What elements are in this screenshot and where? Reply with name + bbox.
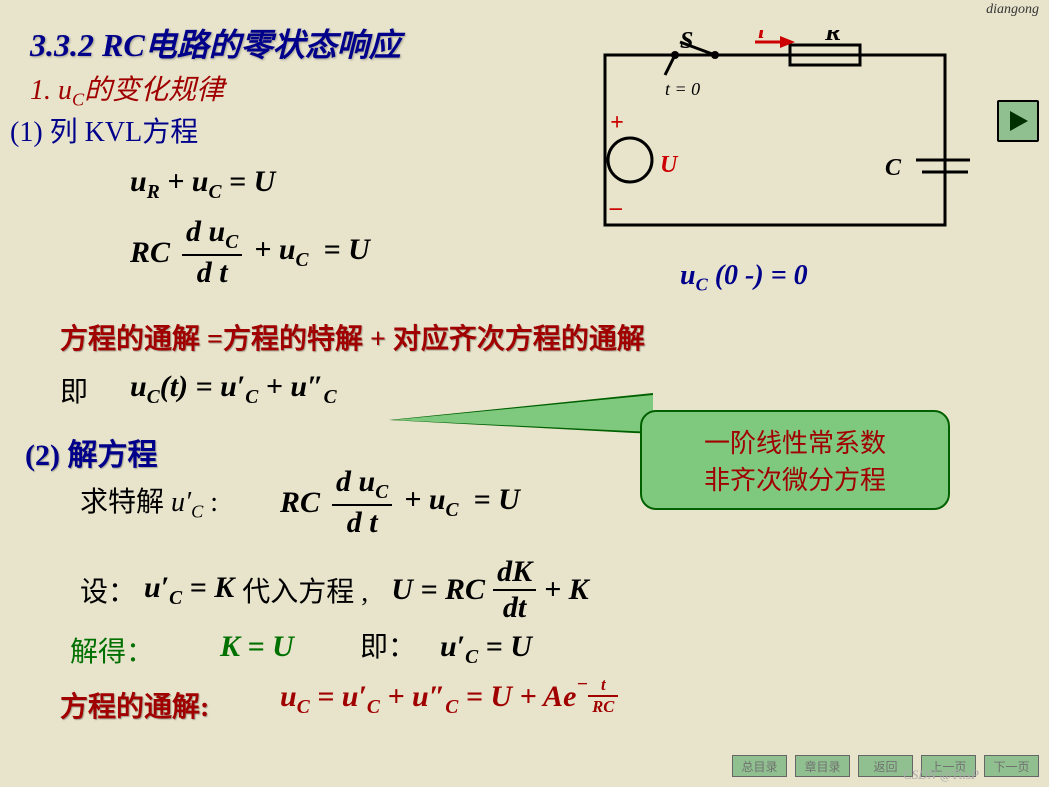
step-2-label: (2) 解方程: [25, 430, 157, 474]
equation-ode-repeat: RC d uC d t + uC = U: [280, 465, 520, 540]
equation-kvl: uR + uC = U: [130, 165, 275, 204]
eq2-lhs: RC: [130, 236, 170, 270]
callout-tail: [393, 395, 653, 432]
equation-k-equals-u: K = U: [220, 630, 294, 664]
nav-bar: 总目录 章目录 返回 上一页 下一页: [732, 755, 1039, 777]
equation-ode: RC d uC d t + uC = U: [130, 215, 370, 290]
ji-label-2: 即：: [360, 625, 416, 665]
t0-label: t = 0: [665, 79, 700, 99]
eq5-she: 设：: [80, 570, 136, 610]
logo: diangong: [986, 2, 1039, 18]
eq5-c: + K: [544, 573, 589, 607]
capacitor-label: C: [885, 155, 902, 181]
general-solution-label: 方程的通解:: [60, 685, 209, 725]
u-source: U: [660, 152, 679, 178]
initial-condition: uC (0 -) = 0: [680, 260, 808, 296]
play-button[interactable]: [997, 100, 1039, 142]
nav-next[interactable]: 下一页: [984, 755, 1039, 777]
equation-general-solution: uC = u′C + u″C = U + Ae−tRC: [280, 680, 618, 719]
callout-line2: 非齐次微分方程: [704, 460, 886, 497]
eq4-lhs: RC: [280, 486, 320, 520]
eq5-fraction: dK dt: [493, 555, 536, 625]
watermark: CSDN @TtisP: [903, 767, 979, 783]
switch-label: S: [680, 30, 693, 54]
equation-substitute: 设： u′C = K 代入方程 , U = RC dK dt + K: [80, 555, 589, 625]
current-label: i: [758, 30, 765, 44]
play-icon: [1006, 109, 1030, 133]
solve-label: 解得：: [70, 630, 154, 670]
eq2-fraction: d uC d t: [182, 215, 242, 290]
eq2-rhs: + uC = U: [254, 233, 370, 272]
eq5-b: U = RC: [391, 573, 485, 607]
section-title: 3.3.2 RC电路的零状态响应: [30, 20, 401, 66]
eq5-a: u′C = K: [144, 571, 234, 610]
circuit-diagram: S i R t = 0 + U – C + uc –: [580, 30, 970, 250]
nav-main-toc[interactable]: 总目录: [732, 755, 787, 777]
callout-box: 一阶线性常系数 非齐次微分方程: [640, 410, 950, 510]
particular-solution-label: 求特解 u′C :: [80, 480, 218, 523]
eq4-fraction: d uC d t: [332, 465, 392, 540]
resistor-label: R: [824, 30, 841, 46]
eq5-dai: 代入方程 ,: [242, 570, 368, 610]
step-1-label: (1) 列 KVL方程: [10, 110, 198, 150]
minus-left: –: [609, 195, 622, 221]
ji-label: 即: [60, 370, 88, 410]
equation-uprime-equals-u: u′C = U: [440, 630, 532, 669]
eq4-rhs: + uC = U: [404, 483, 520, 522]
solution-theorem: 方程的通解 =方程的特解 + 对应齐次方程的通解: [60, 317, 645, 357]
equation-decompose: uC(t) = u′C + u″C: [130, 370, 337, 409]
nav-chapter-toc[interactable]: 章目录: [795, 755, 850, 777]
callout-line1: 一阶线性常系数: [704, 423, 886, 460]
subheading-1: 1. uC的变化规律: [30, 68, 224, 111]
plus-left: +: [610, 110, 624, 136]
